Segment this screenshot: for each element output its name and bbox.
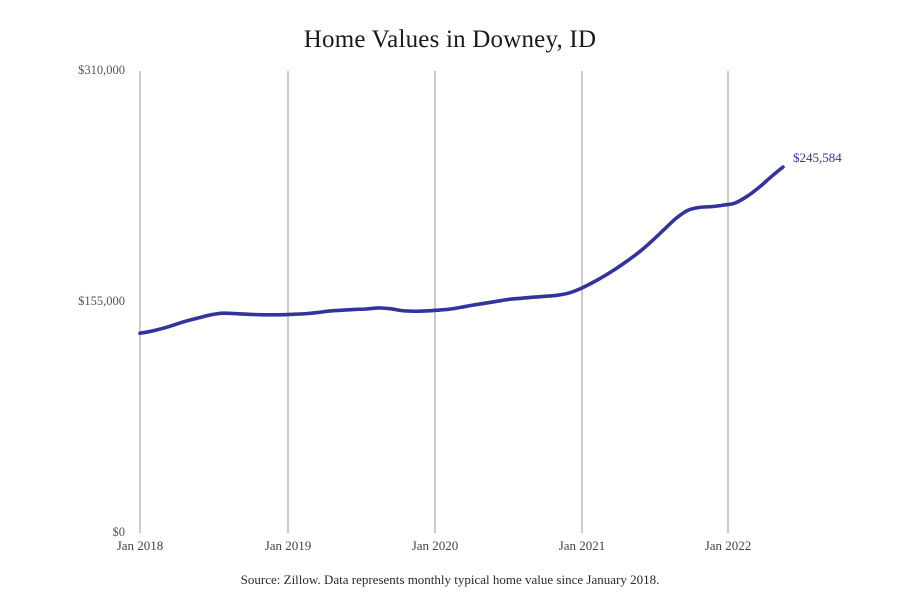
source-note: Source: Zillow. Data represents monthly … (240, 572, 660, 587)
end-value-label: $245,584 (793, 150, 842, 165)
x-tick-label-0: Jan 2018 (116, 538, 164, 553)
x-tick-label-1: Jan 2019 (264, 538, 312, 553)
chart-title: Home Values in Downey, ID (303, 26, 597, 53)
gridline-group (139, 71, 729, 533)
y-tick-label-1: $155,000 (78, 294, 125, 308)
series-line-typical-home-value (138, 165, 785, 336)
y-tick-label-0: $0 (112, 525, 126, 539)
x-tick-label-2: Jan 2020 (411, 538, 459, 553)
x-tick-label-4: Jan 2022 (704, 538, 752, 553)
x-tick-label-3: Jan 2021 (558, 538, 606, 553)
y-tick-label-2: $310,000 (78, 63, 125, 77)
